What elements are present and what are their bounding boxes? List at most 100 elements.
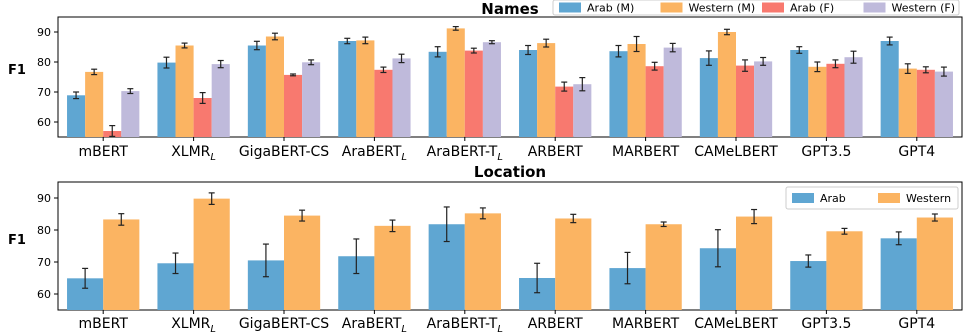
names-bar-arab-m-camelbert [699,58,718,137]
location-error-bar-arab-marbert [624,251,631,285]
names-error-bar-arab-m-camelbert [705,50,712,66]
names-category-label-marbert: MARBERT [612,144,680,160]
location-y-tick-label: 70 [37,256,51,269]
names-bar-arab-m-xlmr [157,62,176,137]
names-category-label-arbert: ARBERT [528,144,583,160]
names-bar-western-m-arabert-t [446,28,465,137]
names-error-bar-arab-m-gigabert-cs [253,40,260,51]
names-error-bar-arab-f-xlmr [199,91,206,105]
location-y-tick-label: 90 [37,192,51,205]
location-category-label-xlmr: XLMRL [171,316,216,335]
names-error-bar-arab-f-marbert [651,61,658,71]
names-bar-western-m-camelbert [717,32,736,137]
location-error-bar-arab-camelbert [714,229,721,268]
legend-swatch-western-m [660,2,683,13]
names-error-bar-western-m-arbert [543,38,550,48]
names-bar-western-m-gigabert-cs [265,36,284,137]
location-error-bar-western-arabert [389,219,396,233]
names-error-bar-arab-m-gpt3-5 [796,46,803,54]
names-error-bar-arab-m-mbert [73,91,80,100]
location-bar-western-gpt4 [916,217,953,310]
names-error-bar-arab-f-camelbert [742,59,749,72]
legend-swatch-arab [792,193,814,203]
names-bar-arab-m-gigabert-cs [247,45,266,137]
names-bar-arab-m-arbert [519,50,538,137]
names-category-label-gigabert-cs: GigaBERT-CS [239,144,329,160]
legend-label-arab-m: Arab (M) [587,2,634,15]
names-y-tick-label: 90 [37,26,51,39]
location-error-bar-western-arbert [570,213,577,224]
names-bar-western-m-mbert [85,71,104,137]
location-category-label-camelbert: CAMeLBERT [694,316,778,332]
location-error-bar-arab-gigabert-cs [262,243,269,278]
names-bar-arab-f-arabert [374,69,393,137]
names-bar-arab-m-mbert [67,95,86,137]
names-error-bar-western-f-camelbert [760,56,767,66]
names-bar-arab-f-marbert [645,66,664,137]
names-bar-arab-f-gpt3-5 [826,63,845,137]
location-error-bar-arab-arbert [534,262,541,294]
location-error-bar-western-gigabert-cs [299,209,306,222]
names-panel: Names F1 60 70 80 90 mBERT XLMRL GigaBERT-CS AraB… [8,0,963,163]
names-category-label-xlmr: XLMRL [171,144,216,163]
location-error-bar-arab-mbert [82,267,89,289]
names-bar-arab-m-arabert-t [428,51,447,137]
location-y-tick-label: 80 [37,224,51,237]
location-error-bar-arab-arabert [353,238,360,275]
location-error-bar-western-camelbert [751,208,758,225]
names-error-bar-western-m-xlmr [181,42,188,49]
location-error-bar-arab-xlmr [172,252,179,275]
names-bar-arab-f-arabert-t [464,50,483,137]
location-error-bar-western-arabert-t [479,207,486,220]
location-category-label-arabert: AraBERTL [342,316,407,335]
names-bar-western-m-gpt3-5 [808,66,827,137]
location-error-bar-arab-gpt3-5 [805,254,812,268]
location-panel: Location F1 60 70 80 90 mBERT XLMRL GigaBERT-CS A… [8,163,963,335]
location-bar-western-arabert [374,225,411,310]
names-bar-western-m-gpt4 [898,68,917,137]
names-error-bar-western-f-xlmr [217,59,224,69]
names-error-bar-western-f-gpt4 [940,66,947,77]
names-bar-arab-f-gigabert-cs [284,74,303,137]
names-legend-box [552,0,960,16]
location-category-label-arbert: ARBERT [528,316,583,332]
names-legend: Arab (M) Western (M) Arab (F) Western (F) [552,0,960,16]
names-category-label-camelbert: CAMeLBERT [694,144,778,160]
names-error-bar-arab-m-xlmr [163,56,170,69]
legend-swatch-western [878,193,900,203]
location-error-bar-western-gpt4 [931,213,938,222]
names-bar-western-m-xlmr [175,45,194,137]
legend-label-western-f: Western (F) [892,2,956,15]
names-error-bar-arab-f-mbert [109,124,116,137]
location-bar-western-xlmr [193,198,230,310]
names-error-bar-arab-f-arabert-t [470,47,477,54]
names-error-bar-western-m-gpt3-5 [814,61,821,73]
names-bar-western-f-xlmr [211,64,230,137]
location-bar-western-mbert [103,219,140,310]
location-bar-western-camelbert [736,216,773,310]
names-bar-western-f-arabert [392,58,411,137]
names-error-bar-western-m-gigabert-cs [271,32,278,41]
location-category-label-gpt4: GPT4 [898,316,935,332]
names-error-bar-arab-m-arabert-t [434,46,441,58]
legend-swatch-western-f [863,2,886,13]
location-category-label-gigabert-cs: GigaBERT-CS [239,316,329,332]
names-error-bar-arab-f-gpt4 [922,66,929,74]
names-bar-western-f-camelbert [754,61,773,137]
location-bar-western-marbert [645,224,682,310]
location-legend: Arab Western [785,186,959,210]
names-category-label-gpt3-5: GPT3.5 [801,144,851,160]
legend-swatch-arab-m [559,2,581,13]
names-bar-arab-f-arbert [555,86,574,137]
names-category-label-gpt4: GPT4 [898,144,935,160]
names-bar-arab-m-marbert [609,51,628,138]
names-y-axis-label: F1 [8,63,26,78]
names-bar-western-m-marbert [627,44,646,137]
names-category-label-arabert: AraBERTL [342,144,407,163]
names-error-bar-arab-m-arbert [525,44,532,56]
names-error-bar-western-f-arabert [398,53,405,64]
legend-label-arab: Arab [820,192,846,205]
names-bar-western-f-mbert [121,91,140,137]
location-category-label-arabert-t: AraBERT-TL [427,316,503,335]
